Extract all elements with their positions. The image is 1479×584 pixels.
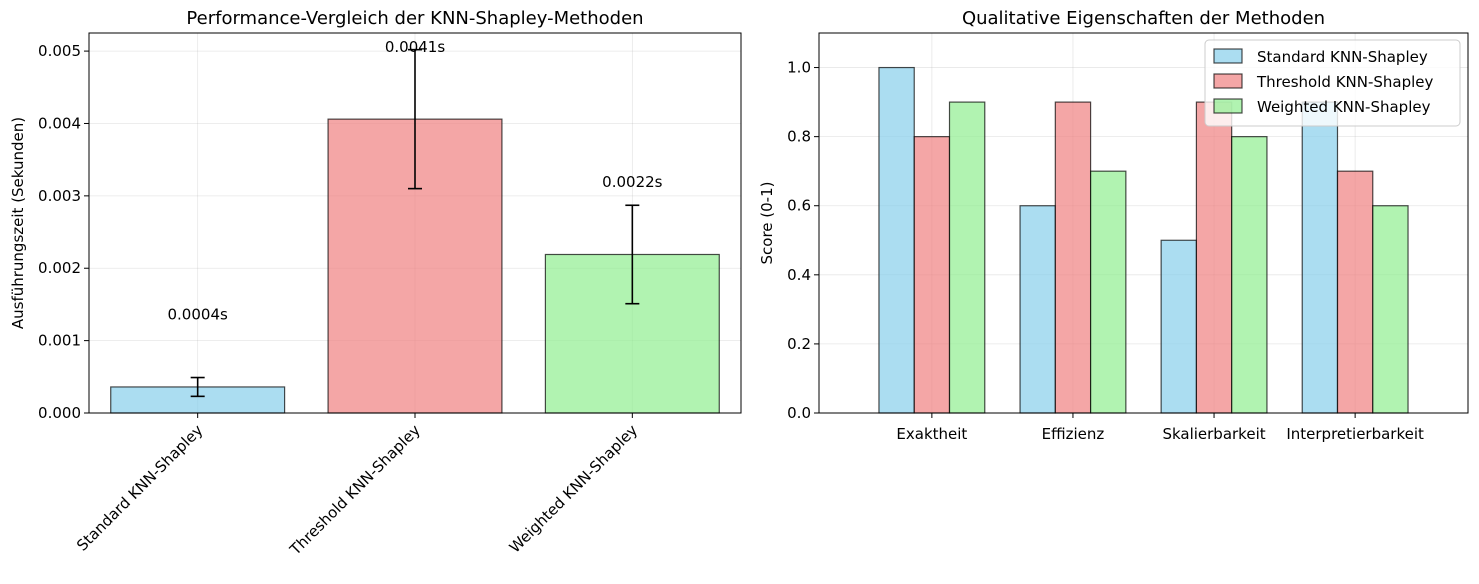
- x-tick-label: Weighted KNN-Shapley: [506, 421, 641, 556]
- bar-standard: [878, 66, 915, 414]
- x-tick-label: Skalierbarkeit: [1162, 425, 1265, 443]
- legend-swatch: [1213, 73, 1243, 89]
- data-label: 0.0041s: [385, 38, 445, 56]
- bar-threshold: [913, 136, 951, 414]
- bar-weighted: [1231, 136, 1268, 414]
- legend-label: Weighted KNN-Shapley: [1257, 98, 1431, 116]
- legend-swatch: [1213, 48, 1243, 64]
- bar-weighted: [948, 101, 986, 414]
- y-tick-label: 0.003: [38, 187, 81, 205]
- y-tick-label: 0.0: [787, 404, 811, 422]
- data-label: 0.0022s: [602, 173, 662, 191]
- bar-threshold: [1054, 101, 1092, 414]
- x-tick-label: Threshold KNN-Shapley: [286, 421, 424, 559]
- x-tick-label: Standard KNN-Shapley: [73, 421, 207, 555]
- y-tick-label: 0.8: [787, 128, 811, 146]
- legend-box: [1204, 39, 1461, 127]
- data-label: 0.0004s: [168, 306, 228, 324]
- chart-title: Performance-Vergleich der KNN-Shapley-Me…: [186, 8, 643, 29]
- legend-label: Standard KNN-Shapley: [1257, 48, 1428, 66]
- axes-frame: [818, 32, 1469, 414]
- y-axis-label: Score (0-1): [758, 182, 776, 265]
- y-tick-label: 0.2: [787, 335, 811, 353]
- bar-weighted: [1089, 170, 1127, 414]
- y-tick-label: 0.002: [38, 259, 81, 277]
- bar-standard: [1301, 101, 1339, 414]
- y-tick-label: 0.001: [38, 332, 81, 350]
- legend-label: Threshold KNN-Shapley: [1256, 73, 1434, 91]
- chart-title: Qualitative Eigenschaften der Methoden: [962, 8, 1325, 29]
- bar-threshold: [1195, 101, 1233, 414]
- x-tick-label: Effizienz: [1042, 425, 1105, 443]
- x-tick-label: Exaktheit: [896, 425, 967, 443]
- bar-standard: [1019, 205, 1056, 414]
- bar-weighted: [1372, 205, 1409, 414]
- legend-swatch: [1213, 98, 1243, 114]
- y-tick-label: 1.0: [787, 59, 811, 77]
- y-tick-label: 0.000: [38, 404, 81, 422]
- bar-threshold: [1336, 170, 1374, 414]
- y-axis-label: Ausführungszeit (Sekunden): [9, 117, 27, 329]
- y-tick-label: 0.4: [787, 266, 811, 284]
- y-tick-label: 0.005: [38, 42, 81, 60]
- y-tick-label: 0.004: [38, 114, 81, 132]
- x-tick-label: Interpretierbarkeit: [1286, 425, 1424, 443]
- bar-standard: [1160, 239, 1198, 414]
- y-tick-label: 0.6: [787, 197, 811, 215]
